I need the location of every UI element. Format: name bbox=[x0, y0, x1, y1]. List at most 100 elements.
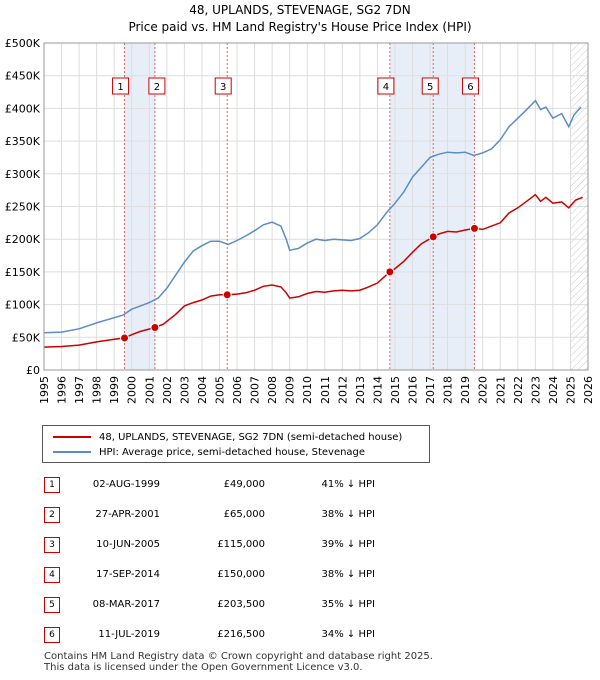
sale-label-box bbox=[461, 77, 479, 95]
y-tick-label: £0 bbox=[26, 364, 40, 377]
y-tick-label: £500K bbox=[5, 37, 41, 50]
sale-point bbox=[385, 267, 395, 277]
x-tick-label: 2010 bbox=[301, 376, 314, 404]
footer-licence: This data is licensed under the Open Gov… bbox=[44, 662, 363, 673]
table-row: 2 27-APR-2001 £65,000 38% ↓ HPI bbox=[0, 506, 600, 524]
sale-date: 10-JUN-2005 bbox=[96, 539, 160, 550]
y-tick-label: £200K bbox=[5, 233, 41, 246]
series-line-hpi bbox=[43, 99, 582, 334]
x-tick-label: 2012 bbox=[336, 376, 349, 404]
sale-point bbox=[222, 290, 232, 300]
table-row: 3 10-JUN-2005 £115,000 39% ↓ HPI bbox=[0, 536, 600, 554]
series-line-property bbox=[43, 193, 583, 348]
x-tick-label: 1996 bbox=[56, 376, 69, 404]
sale-number: 3 bbox=[44, 537, 60, 553]
y-tick-label: £300K bbox=[5, 168, 41, 181]
x-tick-label: 2004 bbox=[196, 376, 209, 404]
x-tick-label: 2007 bbox=[249, 376, 262, 404]
sale-label-box bbox=[148, 77, 166, 95]
x-tick-label: 2020 bbox=[477, 376, 490, 404]
x-tick-label: 2019 bbox=[459, 376, 472, 404]
sale-hpi-delta: 41% ↓ HPI bbox=[321, 479, 375, 490]
sale-point bbox=[469, 223, 479, 233]
y-tick-label: £450K bbox=[5, 70, 41, 83]
legend-label-hpi: HPI: Average price, semi-detached house,… bbox=[99, 446, 366, 458]
sale-label: 2 bbox=[154, 82, 160, 93]
sale-number: 4 bbox=[44, 567, 60, 583]
x-tick-label: 2022 bbox=[512, 376, 525, 404]
x-tick-label: 2008 bbox=[266, 376, 279, 404]
sale-number: 6 bbox=[44, 627, 60, 643]
sale-point bbox=[120, 333, 130, 343]
x-tick-label: 2013 bbox=[354, 376, 367, 404]
x-tick-label: 2024 bbox=[547, 376, 560, 404]
legend-item-hpi: HPI: Average price, semi-detached house,… bbox=[53, 445, 365, 459]
y-tick-label: £100K bbox=[5, 299, 41, 312]
x-tick-label: 2025 bbox=[564, 376, 577, 404]
chart-title: 48, UPLANDS, STEVENAGE, SG2 7DN bbox=[189, 3, 411, 17]
sale-hpi-delta: 34% ↓ HPI bbox=[321, 629, 375, 640]
sale-label-box bbox=[214, 77, 232, 95]
sale-date: 17-SEP-2014 bbox=[96, 569, 160, 580]
sale-price: £203,500 bbox=[217, 599, 265, 610]
x-tick-label: 1998 bbox=[91, 376, 104, 404]
x-tick-label: 2016 bbox=[407, 376, 420, 404]
x-tick-label: 2015 bbox=[389, 376, 402, 404]
x-tick-label: 2009 bbox=[284, 376, 297, 404]
sale-price: £150,000 bbox=[217, 569, 265, 580]
sale-price: £65,000 bbox=[223, 509, 265, 520]
table-row: 4 17-SEP-2014 £150,000 38% ↓ HPI bbox=[0, 566, 600, 584]
x-tick-label: 1999 bbox=[108, 376, 121, 404]
sale-hpi-delta: 38% ↓ HPI bbox=[321, 509, 375, 520]
sale-point bbox=[428, 232, 438, 242]
x-tick-label: 2014 bbox=[371, 376, 384, 404]
x-tick-label: 1995 bbox=[38, 376, 51, 404]
price-chart: 48, UPLANDS, STEVENAGE, SG2 7DN Price pai… bbox=[5, 3, 595, 404]
legend-swatch-hpi bbox=[53, 451, 91, 453]
sale-label: 1 bbox=[117, 82, 123, 93]
x-tick-label: 1997 bbox=[73, 376, 86, 404]
sale-point bbox=[150, 322, 160, 332]
x-tick-label: 2005 bbox=[213, 376, 226, 404]
x-tick-label: 2006 bbox=[231, 376, 244, 404]
sale-label: 6 bbox=[467, 82, 473, 93]
legend: 48, UPLANDS, STEVENAGE, SG2 7DN (semi-de… bbox=[42, 425, 430, 463]
legend-item-property: 48, UPLANDS, STEVENAGE, SG2 7DN (semi-de… bbox=[53, 430, 402, 444]
sale-number: 2 bbox=[44, 507, 60, 523]
x-tick-label: 2018 bbox=[442, 376, 455, 404]
footer-copyright: Contains HM Land Registry data © Crown c… bbox=[44, 651, 433, 662]
sale-number: 5 bbox=[44, 597, 60, 613]
x-tick-label: 2000 bbox=[126, 376, 139, 404]
sale-price: £49,000 bbox=[223, 479, 265, 490]
table-row: 6 11-JUL-2019 £216,500 34% ↓ HPI bbox=[0, 626, 600, 644]
y-tick-label: £150K bbox=[5, 266, 41, 279]
y-tick-label: £50K bbox=[12, 331, 41, 344]
y-tick-label: £350K bbox=[5, 135, 41, 148]
x-tick-label: 2002 bbox=[161, 376, 174, 404]
sale-label-box bbox=[377, 77, 395, 95]
y-tick-label: £250K bbox=[5, 201, 41, 214]
legend-swatch-property bbox=[53, 436, 91, 438]
x-tick-label: 2021 bbox=[494, 376, 507, 404]
sale-label-box bbox=[421, 77, 439, 95]
x-tick-label: 2001 bbox=[143, 376, 156, 404]
x-tick-label: 2017 bbox=[424, 376, 437, 404]
sale-label: 3 bbox=[220, 82, 226, 93]
sale-label: 5 bbox=[427, 82, 433, 93]
x-tick-label: 2011 bbox=[319, 376, 332, 404]
x-tick-label: 2023 bbox=[529, 376, 542, 404]
sale-hpi-delta: 38% ↓ HPI bbox=[321, 569, 375, 580]
y-tick-label: £400K bbox=[5, 102, 41, 115]
sale-date: 02-AUG-1999 bbox=[92, 479, 160, 490]
sale-hpi-delta: 39% ↓ HPI bbox=[321, 539, 375, 550]
sale-price: £115,000 bbox=[217, 539, 265, 550]
sale-label: 4 bbox=[383, 82, 389, 93]
sale-date: 11-JUL-2019 bbox=[98, 629, 160, 640]
sale-number: 1 bbox=[44, 477, 60, 493]
x-tick-label: 2003 bbox=[178, 376, 191, 404]
sale-date: 27-APR-2001 bbox=[95, 509, 160, 520]
table-row: 5 08-MAR-2017 £203,500 35% ↓ HPI bbox=[0, 596, 600, 614]
footer: Contains HM Land Registry data © Crown c… bbox=[44, 651, 433, 673]
sale-date: 08-MAR-2017 bbox=[92, 599, 160, 610]
